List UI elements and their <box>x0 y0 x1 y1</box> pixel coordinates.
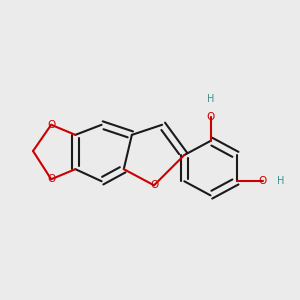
Text: H: H <box>207 94 214 103</box>
Text: O: O <box>47 120 55 130</box>
Text: O: O <box>206 112 214 122</box>
Text: O: O <box>259 176 267 186</box>
Text: O: O <box>47 174 55 184</box>
Text: H: H <box>278 176 285 186</box>
Text: O: O <box>150 180 158 190</box>
